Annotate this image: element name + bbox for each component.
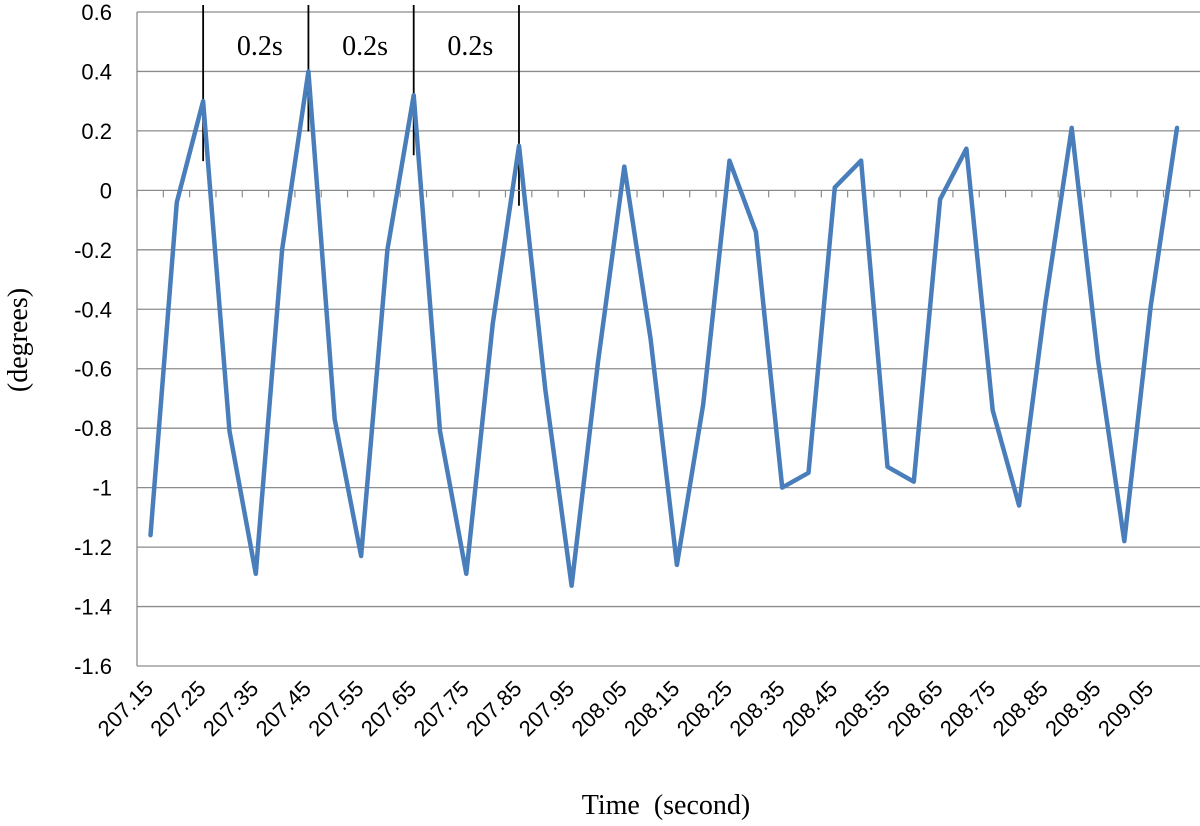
x-tick-label: 208.45	[777, 676, 842, 741]
x-tick-label: 208.25	[672, 676, 737, 741]
x-tick-label: 208.55	[830, 676, 895, 741]
period-markers	[202, 5, 520, 206]
y-tick-label: 0.4	[81, 59, 112, 84]
x-tick-label: 208.35	[724, 676, 789, 741]
x-tick-label: 207.25	[145, 676, 210, 741]
x-tick-label: 209.05	[1093, 676, 1158, 741]
period-annotation: 0.2s	[237, 31, 283, 62]
axes	[136, 12, 1200, 666]
x-tick-label: 207.15	[93, 676, 158, 741]
y-tick-label: -1.6	[74, 654, 112, 679]
y-tick-label: -1.2	[74, 535, 112, 560]
period-annotation: 0.2s	[447, 31, 493, 62]
y-tick-label: -0.4	[74, 297, 112, 322]
x-tick-label: 208.15	[619, 676, 684, 741]
y-tick-label: -0.6	[74, 357, 112, 382]
period-annotation: 0.2s	[342, 31, 388, 62]
series-layer	[148, 69, 1180, 588]
y-axis-label: (degrees)	[3, 288, 34, 392]
x-tick-label: 207.95	[514, 676, 579, 741]
y-tick-label: -0.2	[74, 238, 112, 263]
x-tick-label: 208.85	[988, 676, 1053, 741]
y-tick-label: 0.6	[81, 0, 112, 25]
x-tick-label: 207.85	[461, 676, 526, 741]
x-tick-label: 208.05	[567, 676, 632, 741]
y-tick-label: 0	[100, 178, 112, 203]
x-tick-label: 207.45	[251, 676, 316, 741]
x-tick-label: 207.75	[409, 676, 474, 741]
x-tick-label: 208.95	[1040, 676, 1105, 741]
y-tick-label: 0.2	[81, 119, 112, 144]
y-tick-label: -1	[92, 476, 112, 501]
x-tick-label: 207.35	[198, 676, 263, 741]
x-tick-labels: 207.15207.25207.35207.45207.55207.65207.…	[93, 676, 1158, 741]
annotations: 0.2s 0.2s 0.2s	[237, 31, 493, 62]
x-tick-label: 208.65	[882, 676, 947, 741]
y-tick-label: -0.8	[74, 416, 112, 441]
y-tick-labels: 0.6 0.4 0.2 0 -0.2 -0.4 -0.6 -0.8 -1 -1.2 -1.4 -1.6	[74, 0, 112, 679]
x-tick-label: 207.65	[356, 676, 421, 741]
x-tick-label: 207.55	[303, 676, 368, 741]
y-tick-label: -1.4	[74, 595, 112, 620]
series-line	[148, 69, 1180, 588]
x-axis-label: Time (second)	[582, 790, 751, 821]
x-tick-label: 208.75	[935, 676, 1000, 741]
